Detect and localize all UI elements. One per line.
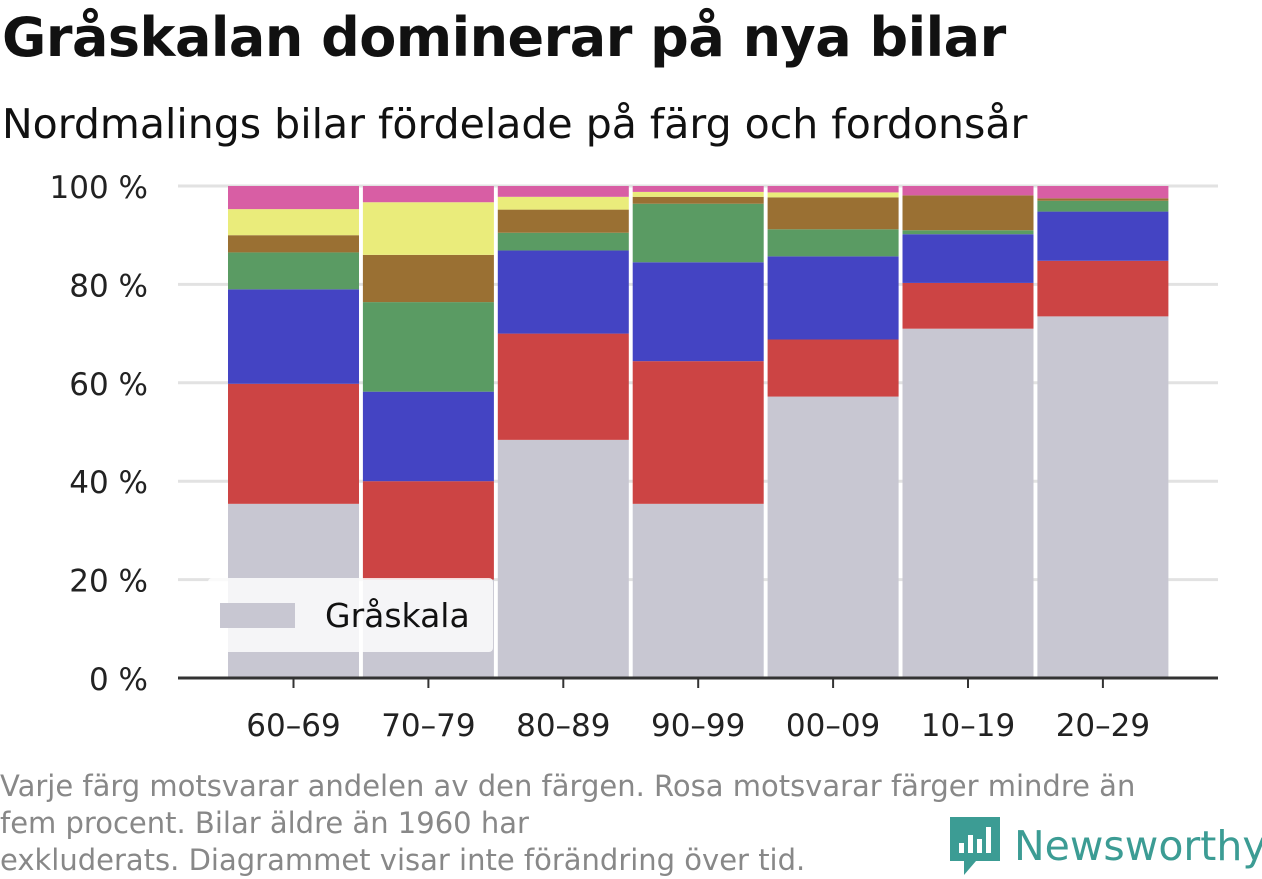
y-tick-label: 0 % [89, 662, 148, 698]
bar-segment [497, 209, 629, 233]
bar-segment [228, 235, 359, 253]
bar-segment [902, 195, 1034, 231]
footnote-line-1: Varje färg motsvarar andelen av den färg… [0, 769, 1136, 803]
bar-segment [767, 339, 899, 397]
bar-segment [497, 196, 629, 210]
bar-segment [228, 383, 359, 504]
bar-segment [632, 191, 764, 197]
newsworthy-logo-icon [950, 817, 1000, 875]
bar-segment [632, 186, 764, 192]
bar-segment [902, 234, 1034, 283]
bar-segment [1037, 260, 1169, 317]
x-tick-label: 90–99 [651, 708, 745, 744]
bar-segment [228, 289, 359, 384]
bar-segment [902, 328, 1034, 678]
bar-segment [497, 232, 629, 251]
bar-segment [632, 361, 764, 504]
x-tick-label: 10–19 [921, 708, 1015, 744]
legend: Gråskala [208, 578, 493, 652]
bar-segment [497, 439, 629, 678]
bar-segment [362, 391, 494, 482]
y-tick-label: 100 % [50, 170, 148, 206]
bar-segment [1037, 198, 1169, 201]
bar-segment [362, 186, 494, 203]
bar-segment [902, 186, 1034, 196]
bar-segment [362, 202, 494, 255]
x-tick-label: 70–79 [381, 708, 475, 744]
x-tick-label: 20–29 [1056, 708, 1150, 744]
bar-segment [632, 196, 764, 204]
bar-segment [228, 252, 359, 290]
bar-segment [497, 333, 629, 440]
chart-title: Gråskalan dominerar på nya bilar [2, 6, 1006, 69]
footnote: Varje färg motsvarar andelen av den färg… [0, 768, 1240, 879]
bar-segment [767, 186, 899, 193]
bar-segment [1037, 211, 1169, 261]
bar-segment [497, 250, 629, 334]
bar-segment [1037, 186, 1169, 199]
bar-segment [767, 192, 899, 198]
bar-segment [362, 481, 494, 580]
bar-segment [228, 186, 359, 210]
x-tick-label: 80–89 [516, 708, 610, 744]
bar-segment [632, 262, 764, 362]
bar-segment [902, 282, 1034, 329]
y-tick-label: 40 % [69, 465, 148, 501]
bar-segment [1037, 200, 1169, 212]
y-tick-label: 20 % [69, 564, 148, 600]
x-tick-label: 60–69 [246, 708, 340, 744]
bar-segment [632, 503, 764, 678]
x-tick-label: 00–09 [786, 708, 880, 744]
brand: Newsworthy [950, 817, 1262, 875]
bar-segment [767, 229, 899, 257]
bar-segment [362, 302, 494, 392]
bar-segment [228, 209, 359, 236]
bar-segment [902, 230, 1034, 235]
chart-subtitle: Nordmalings bilar fördelade på färg och … [2, 100, 1028, 148]
bar-segment [767, 256, 899, 340]
legend-label: Gråskala [325, 596, 470, 635]
y-tick-label: 60 % [69, 367, 148, 403]
bar-segment [497, 186, 629, 197]
y-tick-label: 80 % [69, 268, 148, 304]
brand-name: Newsworthy [1014, 822, 1262, 870]
bar-segment [632, 203, 764, 263]
footnote-line-2: fem procent. Bilar äldre än 1960 har [0, 806, 529, 840]
legend-box [208, 578, 493, 652]
axes: 0 % 20 % 40 % 60 % 80 % 100 % 60–69 70–79 80–89 9… [50, 170, 1218, 744]
bar-segment [767, 396, 899, 678]
bar-segment [362, 254, 494, 303]
bar-segment [1037, 316, 1169, 678]
legend-swatch [220, 603, 295, 628]
bar-segment [767, 197, 899, 230]
footnote-line-3: exkluderats. Diagrammet visar inte förän… [0, 843, 806, 877]
